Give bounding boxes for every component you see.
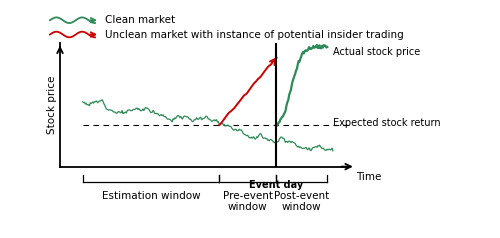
Text: Unclean market with instance of potential insider trading: Unclean market with instance of potentia… (105, 30, 404, 40)
Text: Estimation window: Estimation window (102, 191, 200, 201)
Text: Actual stock price: Actual stock price (333, 47, 420, 57)
Text: Expected stock return: Expected stock return (333, 118, 440, 128)
Y-axis label: Stock price: Stock price (47, 75, 57, 134)
Text: Post-event
window: Post-event window (274, 191, 330, 212)
Text: Pre-event
window: Pre-event window (222, 191, 272, 212)
Text: Clean market: Clean market (105, 15, 175, 25)
Text: Time: Time (356, 172, 381, 182)
Text: Event day: Event day (249, 180, 303, 190)
